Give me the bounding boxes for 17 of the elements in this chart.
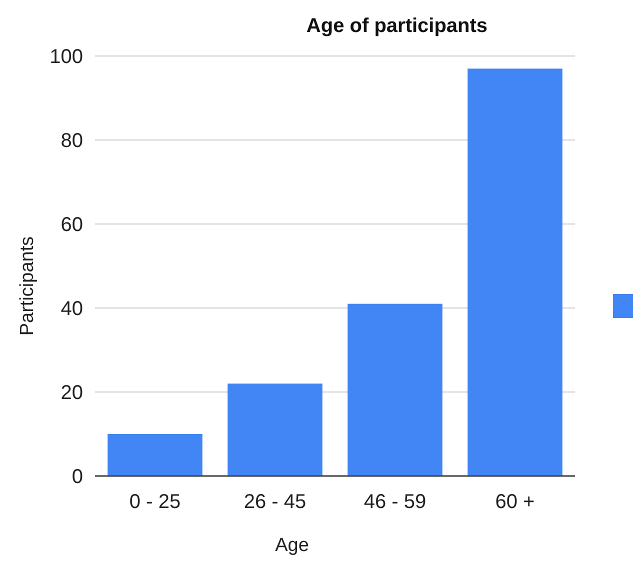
y-tick-label: 60 [60, 214, 83, 236]
bar [228, 384, 322, 476]
y-tick-label: 0 [72, 466, 83, 488]
y-axis-title: Participants [17, 236, 38, 336]
bar [108, 434, 202, 476]
bar [468, 68, 562, 476]
y-tick-label: 40 [60, 298, 83, 320]
x-tick-label: 26 - 45 [244, 491, 306, 513]
x-tick-label: 60 + [495, 491, 535, 513]
y-tick-label: 20 [60, 382, 83, 404]
y-tick-label: 80 [60, 130, 83, 152]
x-axis-title: Age [275, 535, 309, 556]
bar [348, 304, 442, 476]
x-tick-label: 46 - 59 [364, 491, 426, 513]
x-tick-label: 0 - 25 [129, 491, 181, 513]
y-tick-label: 100 [50, 46, 83, 68]
chart-title: Age of participants [306, 15, 488, 37]
